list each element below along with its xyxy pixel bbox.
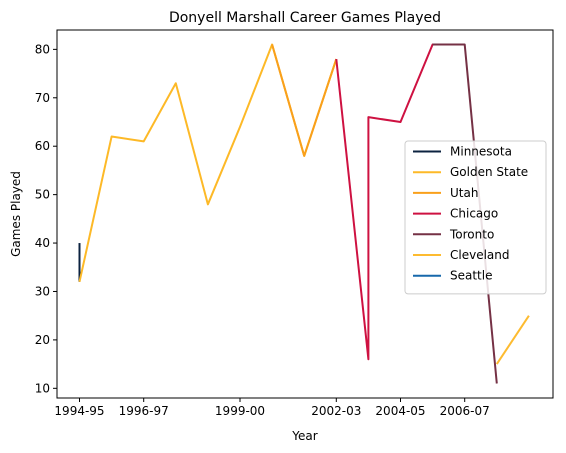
series-line-cleveland <box>495 315 530 365</box>
legend: Minnesota Golden State Utah Chicago Toronto C… <box>404 140 547 295</box>
series-line-golden-state <box>78 43 338 283</box>
plot-frame <box>56 29 554 399</box>
legend-label: Utah <box>450 186 478 200</box>
x-axis-title: Year <box>291 429 317 443</box>
y-axis: 10 20 30 40 50 60 70 80 <box>35 42 57 395</box>
x-tick-label: 1999-00 <box>215 404 265 418</box>
x-tick-label: 1996-97 <box>119 404 169 418</box>
x-tick-label: 1994-95 <box>54 404 104 418</box>
legend-label: Golden State <box>450 165 528 179</box>
y-tick-label: 40 <box>35 236 50 250</box>
x-axis: 1994-95 1996-97 1999-00 2002-03 2004-05 2006-… <box>54 398 490 418</box>
x-tick-label: 2006-07 <box>440 404 490 418</box>
y-tick-label: 10 <box>35 381 50 395</box>
series-line-utah <box>271 44 338 157</box>
x-tick-label: 2004-05 <box>375 404 425 418</box>
legend-label: Cleveland <box>450 248 510 262</box>
y-tick-label: 20 <box>35 333 50 347</box>
y-tick-label: 50 <box>35 188 50 202</box>
legend-label: Seattle <box>450 269 492 283</box>
chart-title: Donyell Marshall Career Games Played <box>169 10 441 26</box>
legend-label: Toronto <box>449 227 494 241</box>
y-axis-title: Games Played <box>9 171 23 257</box>
y-tick-label: 70 <box>35 91 50 105</box>
y-tick-label: 30 <box>35 284 50 298</box>
x-tick-label: 2002-03 <box>311 404 361 418</box>
legend-label: Chicago <box>450 207 498 221</box>
y-tick-label: 60 <box>35 139 50 153</box>
plot-area <box>78 43 530 384</box>
y-tick-label: 80 <box>35 42 50 56</box>
legend-label: Minnesota <box>450 145 512 159</box>
